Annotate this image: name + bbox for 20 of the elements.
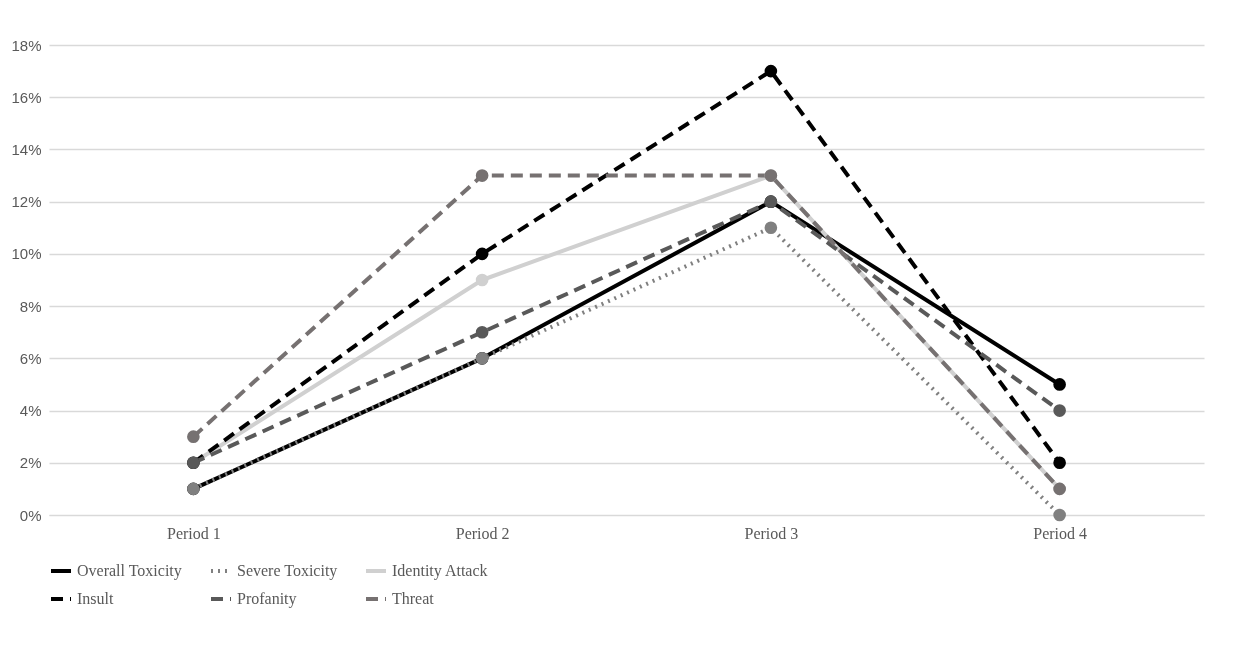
x-tick-label: Period 1 [166, 524, 221, 542]
legend-label: Identity Attack [392, 562, 488, 580]
legend-label: Overall Toxicity [77, 562, 182, 580]
legend-label: Threat [392, 590, 435, 607]
y-tick-label: 0% [19, 506, 42, 524]
x-tick-label: Period 2 [455, 524, 510, 542]
y-tick-label: 18% [11, 36, 42, 54]
y-tick-label: 4% [19, 402, 42, 420]
y-tick-label: 2% [19, 454, 42, 472]
legend-label: Severe Toxicity [237, 562, 338, 580]
y-tick-label: 6% [19, 349, 42, 367]
y-tick-label: 10% [11, 245, 42, 263]
legend-label: Insult [77, 590, 114, 607]
legend-label: Profanity [237, 590, 297, 608]
y-tick-label: 16% [11, 88, 42, 106]
y-tick-label: 14% [11, 140, 42, 158]
y-tick-label: 12% [11, 193, 42, 211]
y-tick-label: 8% [19, 297, 42, 315]
x-tick-label: Period 3 [744, 524, 799, 542]
x-tick-label: Period 4 [1033, 524, 1088, 542]
